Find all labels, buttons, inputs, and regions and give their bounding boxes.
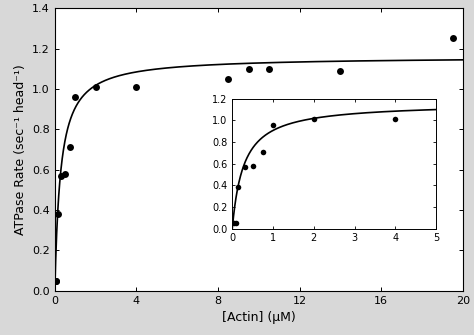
- Point: [72, 94, 79, 99]
- Point: [265, 66, 273, 71]
- Point: [230, 220, 237, 226]
- Point: [337, 68, 344, 73]
- Point: [53, 278, 60, 283]
- Point: [249, 163, 256, 169]
- Point: [241, 164, 248, 170]
- Point: [224, 76, 232, 81]
- Point: [232, 220, 239, 226]
- X-axis label: [Actin] (μM): [Actin] (μM): [222, 311, 296, 324]
- Point: [235, 185, 242, 190]
- Point: [133, 84, 140, 89]
- Point: [92, 84, 100, 89]
- Point: [449, 36, 456, 41]
- Point: [259, 149, 267, 154]
- Y-axis label: ATPase Rate (sec⁻¹ head⁻¹): ATPase Rate (sec⁻¹ head⁻¹): [14, 64, 27, 235]
- Point: [61, 171, 69, 176]
- Point: [310, 117, 318, 122]
- Point: [269, 122, 277, 127]
- Point: [245, 66, 252, 71]
- Point: [392, 117, 399, 122]
- Point: [57, 173, 65, 178]
- Point: [66, 145, 74, 150]
- Point: [52, 278, 59, 283]
- Point: [54, 211, 62, 217]
